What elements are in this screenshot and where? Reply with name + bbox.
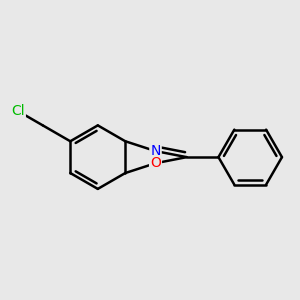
Text: Cl: Cl <box>11 104 25 118</box>
Text: O: O <box>150 156 161 170</box>
Text: N: N <box>150 144 161 158</box>
